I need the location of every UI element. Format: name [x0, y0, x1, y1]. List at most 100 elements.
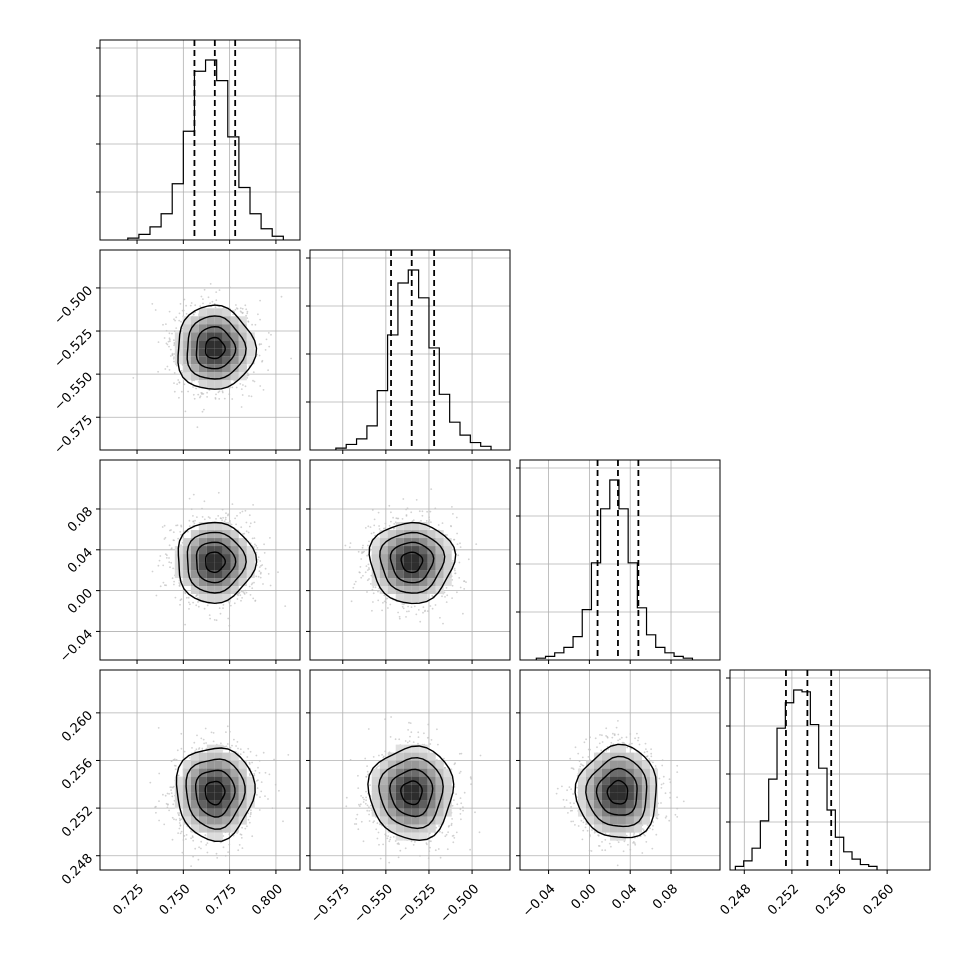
density-cell [419, 562, 428, 571]
density-cell [198, 784, 207, 793]
scatter-point [420, 519, 422, 522]
scatter-point [648, 758, 651, 760]
scatter-point [166, 792, 169, 795]
scatter-point [255, 754, 258, 757]
scatter-point [364, 757, 367, 760]
density-cell [379, 784, 388, 793]
scatter-point [192, 386, 195, 388]
density-cell [230, 332, 239, 341]
density-cell [238, 768, 247, 777]
density-cell [403, 784, 412, 793]
scatter-point [198, 846, 201, 849]
scatter-point [373, 524, 376, 527]
scatter-point [357, 787, 360, 789]
y-tick-label: 0.252 [59, 804, 96, 841]
scatter-point [169, 348, 172, 351]
density-cell [609, 776, 618, 785]
scatter-point [682, 800, 685, 803]
scatter-point [645, 755, 648, 758]
scatter-point [361, 546, 364, 549]
density-cell [577, 792, 586, 801]
scatter-point [238, 844, 241, 846]
scatter-point [235, 745, 238, 747]
density-cell [214, 356, 223, 365]
scatter-point [258, 566, 261, 568]
density-cell [246, 356, 255, 365]
scatter-point [352, 586, 355, 589]
scatter-point [390, 520, 392, 523]
scatter-point [439, 830, 441, 833]
scatter-point [649, 827, 651, 830]
density-cell [222, 586, 231, 595]
x-tick-label: 0.725 [110, 882, 147, 919]
density-cell [609, 768, 618, 777]
density-cell [371, 800, 380, 809]
density-cell [190, 348, 199, 357]
scatter-point [459, 813, 462, 815]
scatter-point [645, 841, 648, 843]
scatter-point [447, 831, 449, 834]
scatter-point [629, 733, 632, 735]
density-cell [371, 768, 380, 777]
scatter-point [170, 547, 173, 549]
scatter-point [188, 519, 191, 522]
scatter-point [368, 813, 370, 816]
scatter-point [387, 835, 389, 837]
scatter-point [365, 549, 368, 551]
density-cell [411, 752, 420, 761]
scatter-point [661, 759, 664, 762]
scatter-point [371, 588, 374, 591]
scatter-point [215, 291, 218, 293]
scatter-point [170, 760, 173, 763]
panel-frame [99, 39, 301, 241]
scatter-point [444, 596, 446, 598]
scatter-point [404, 740, 407, 742]
density-cell [427, 554, 436, 563]
scatter-point [239, 833, 242, 836]
scatter-point [654, 765, 657, 767]
density-cell [601, 760, 610, 769]
scatter-point [409, 735, 411, 738]
scatter-point [262, 751, 265, 754]
scatter-point [175, 327, 178, 329]
scatter-point [441, 595, 443, 598]
scatter-point [242, 384, 244, 386]
density-cell [230, 808, 239, 817]
density-cell [617, 832, 626, 841]
scatter-point [408, 740, 411, 742]
x-tick-label: −0.525 [395, 882, 440, 927]
density-cell [198, 760, 207, 769]
scatter-point [221, 508, 224, 511]
scatter-point [176, 524, 179, 527]
scatter-point [252, 597, 255, 600]
scatter-point [209, 617, 212, 620]
scatter-point [384, 598, 387, 600]
scatter-point [475, 543, 478, 545]
scatter-point [364, 571, 367, 574]
density-cell [617, 800, 626, 809]
scatter-point [185, 596, 188, 599]
scatter-point [389, 736, 392, 738]
scatter-point [355, 823, 358, 825]
scatter-point [580, 763, 582, 766]
scatter-point [362, 801, 365, 803]
contour-level-3 [177, 304, 258, 390]
scatter-point [567, 812, 569, 814]
scatter-point [437, 524, 440, 526]
density-cell [427, 808, 436, 817]
scatter-point [574, 746, 577, 749]
scatter-point [438, 825, 440, 827]
scatter-point [258, 772, 261, 774]
scatter-point [366, 554, 368, 557]
scatter-point [176, 383, 179, 385]
density-cell [617, 776, 626, 785]
density-cell [230, 364, 239, 373]
scatter-point [414, 841, 416, 843]
scatter-point [218, 607, 221, 609]
density-cell [230, 546, 239, 555]
scatter-point [155, 594, 158, 597]
density-cell [577, 776, 586, 785]
density-cell [435, 578, 444, 587]
density-cell [411, 808, 420, 817]
density-cell [371, 578, 380, 587]
